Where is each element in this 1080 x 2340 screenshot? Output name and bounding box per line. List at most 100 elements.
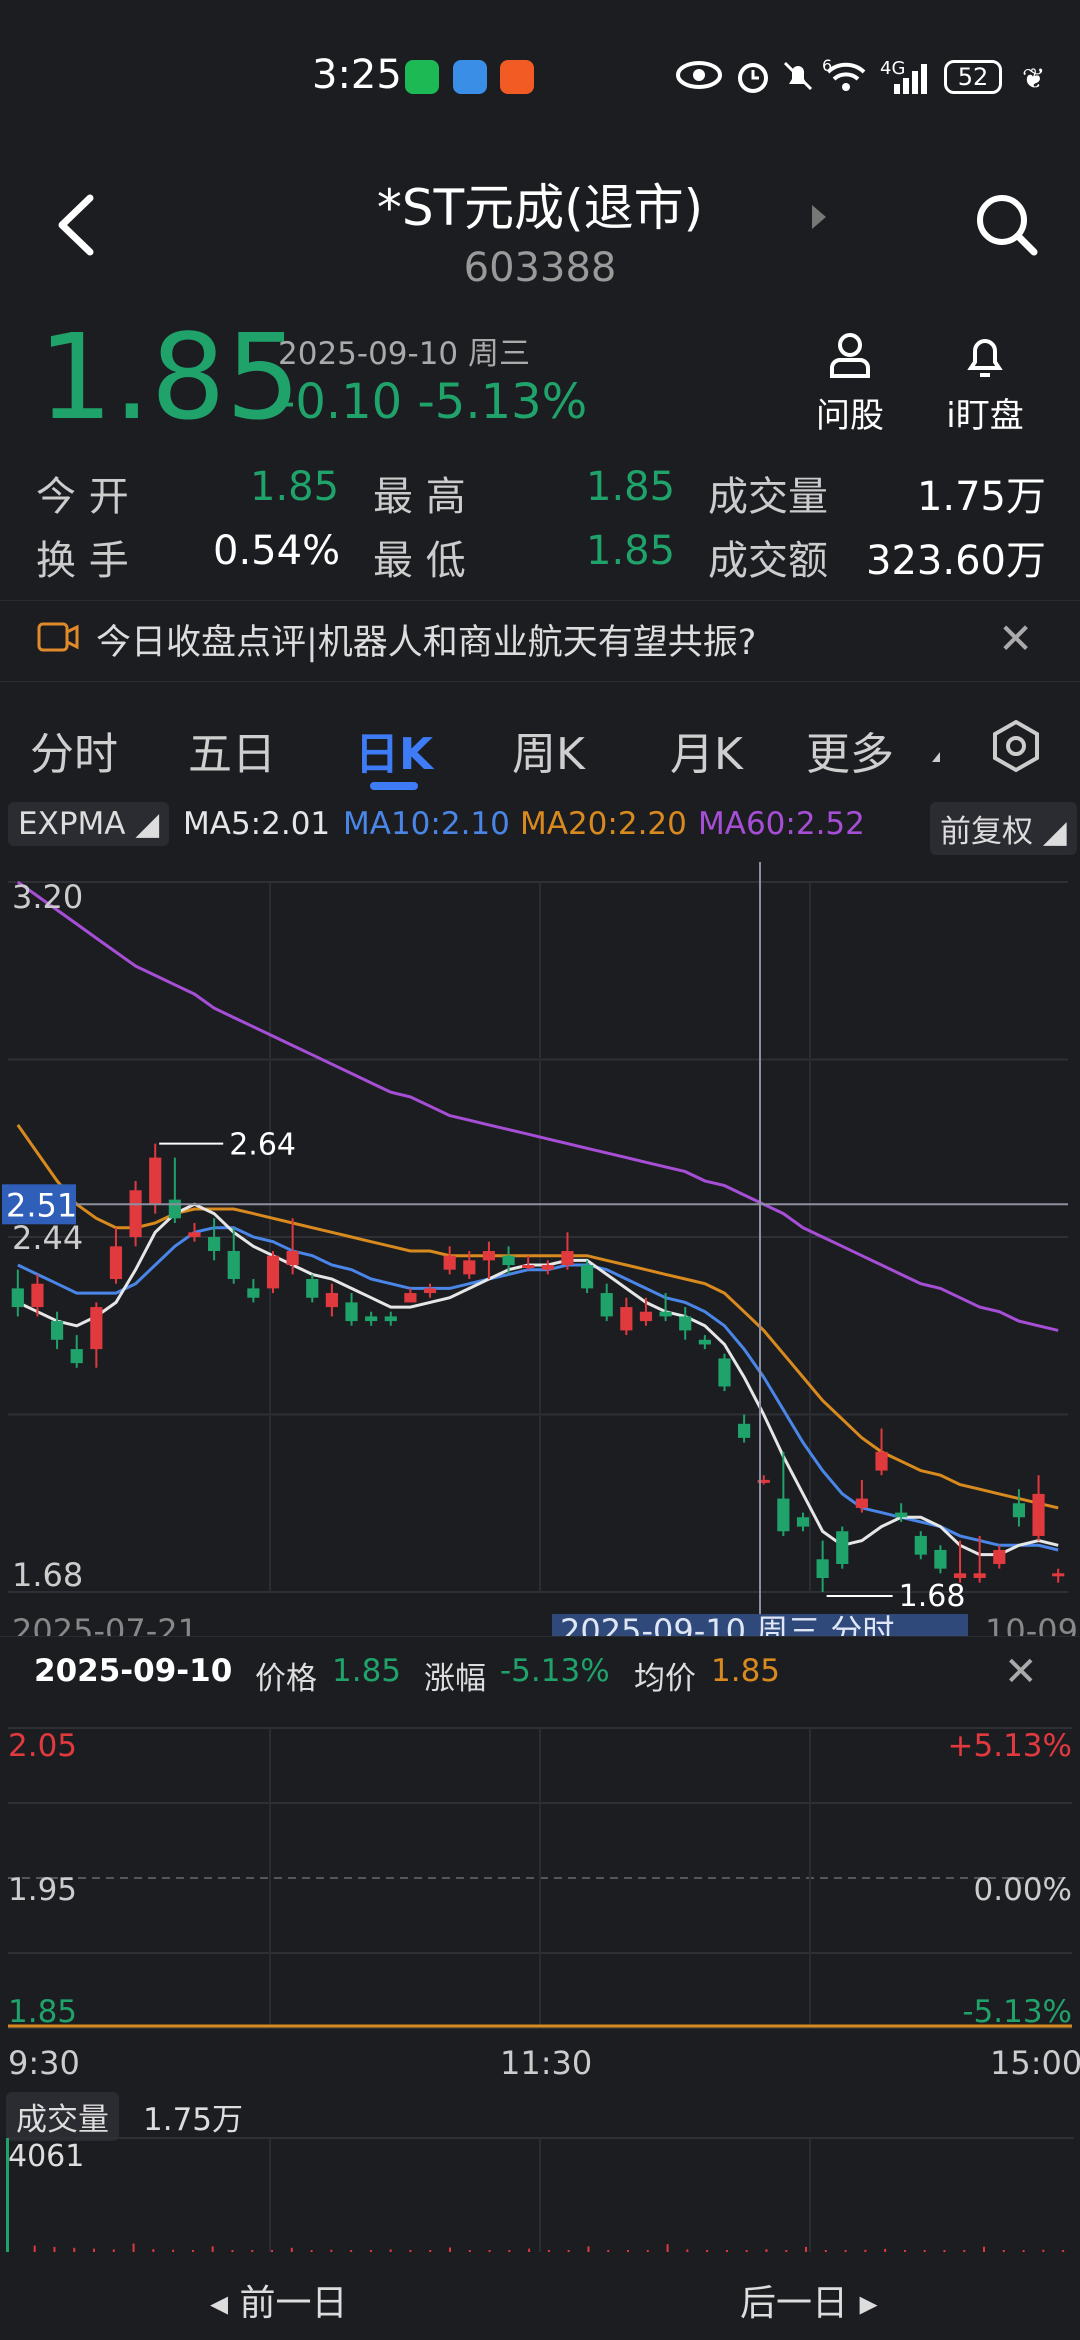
change-amount: -0.10: [278, 374, 403, 430]
ma5-line: [17, 1202, 1059, 1557]
turnover-value: 0.54%: [213, 528, 341, 574]
indicator-selector[interactable]: EXPMA ◢: [8, 802, 170, 846]
time-label-close: 15:00: [990, 2044, 1080, 2082]
volume-value: 1.75万: [916, 474, 1046, 520]
tab-intraday[interactable]: 分时: [30, 729, 118, 780]
low-label: 最 低: [373, 538, 466, 584]
volume-bar: [191, 2250, 194, 2252]
volume-bar: [449, 2247, 452, 2252]
candle-body: [266, 1255, 280, 1289]
news-banner[interactable]: [0, 600, 1080, 682]
candle-body: [679, 1316, 692, 1331]
candle-body: [993, 1549, 1006, 1564]
alarm-icon: [738, 63, 768, 93]
candle-body: [620, 1307, 633, 1331]
volume-bar: [785, 2250, 788, 2252]
volume-bar: [864, 2249, 867, 2252]
low-annotation: 1.68: [899, 1579, 966, 1614]
low-value: 1.85: [586, 528, 676, 574]
next-day-button[interactable]: 后一日 ▸: [740, 2283, 878, 2324]
x-label-start: 2025-07-21: [12, 1612, 198, 1636]
x-label-end: 10-09: [985, 1612, 1078, 1636]
volume-bar: [745, 2250, 748, 2252]
volume-bar: [6, 2138, 9, 2252]
volume-bar: [567, 2250, 570, 2252]
candle-body: [796, 1517, 810, 1527]
candle-body: [816, 1559, 829, 1578]
volume-bar: [587, 2246, 590, 2252]
adjust-selector[interactable]: 前复权 ◢: [930, 802, 1077, 855]
search-button[interactable]: [972, 190, 1042, 260]
candle-body: [31, 1283, 44, 1308]
ma10-value: MA10:2.10: [343, 806, 510, 842]
y-right-bottom: -5.13%: [962, 1994, 1072, 2030]
settings-icon[interactable]: [988, 718, 1044, 774]
tab-weekly-k[interactable]: 周K: [512, 729, 585, 780]
candle-body: [855, 1498, 868, 1508]
amount-value: 323.60万: [866, 538, 1046, 584]
close-icon[interactable]: ✕: [998, 614, 1034, 663]
volume-bar: [1002, 2250, 1005, 2252]
candle-body: [718, 1358, 731, 1387]
stats-row-1: 今 开 1.85 最 高 1.85 成交量 1.75万: [36, 464, 1046, 524]
battery-indicator: 52: [944, 60, 1002, 94]
back-button[interactable]: [48, 190, 108, 260]
volume-bar: [152, 2249, 155, 2252]
price-change: -0.10 -5.13%: [278, 374, 587, 430]
volume-bar: [172, 2249, 175, 2252]
intraday-chart[interactable]: 2.05 1.95 1.85 +5.13% 0.00% -5.13%: [0, 1718, 1080, 2078]
volume-bar: [884, 2248, 887, 2252]
news-headline[interactable]: 今日收盘点评|机器人和商业航天有望共振?: [96, 623, 757, 663]
quote-date: 2025-09-10 周三: [278, 336, 531, 372]
stock-title: *ST元成(退市): [376, 179, 704, 237]
candle-body: [875, 1451, 888, 1471]
candle-body: [227, 1251, 240, 1280]
previous-day-button[interactable]: ◂ 前一日: [210, 2283, 348, 2324]
candle-body: [129, 1190, 142, 1237]
browser-icon: [453, 60, 487, 94]
volume-bar: [330, 2249, 333, 2252]
tab-monthly-k[interactable]: 月K: [670, 729, 743, 780]
candle-body: [50, 1321, 64, 1340]
candle-body: [738, 1423, 751, 1438]
tab-five-day[interactable]: 五日: [188, 729, 276, 780]
detail-price: 1.85: [332, 1653, 402, 1689]
y-left-top: 2.05: [8, 1728, 77, 1764]
candle-body: [423, 1288, 437, 1294]
volume-bar: [805, 2246, 808, 2252]
tab-daily-k[interactable]: 日K: [355, 729, 434, 780]
candle-body: [443, 1255, 456, 1270]
crosshair-date-box: [552, 1614, 968, 1636]
volume-bar: [528, 2248, 531, 2252]
volume-bar: [1042, 2249, 1045, 2252]
wifi-badge: 6: [822, 56, 833, 75]
y-left-bottom: 1.85: [8, 1994, 77, 2030]
candle-body: [698, 1339, 711, 1345]
candle-body: [895, 1512, 908, 1518]
high-label: 最 高: [373, 474, 466, 520]
ask-stock-button[interactable]: 问股: [795, 330, 905, 437]
volume-bar: [231, 2250, 234, 2252]
candle-body: [953, 1573, 967, 1578]
volume-bar: [666, 2244, 669, 2252]
candle-body: [541, 1265, 554, 1270]
volume-bar: [211, 2246, 214, 2252]
volume-chip[interactable]: 成交量: [6, 2092, 119, 2141]
amount-label: 成交额: [708, 538, 828, 584]
candlestick-chart[interactable]: 3.20 2.44 1.68 2.51 2.64 1.68 2025-07-21 2025-0…: [0, 856, 1080, 1636]
time-label-open: 9:30: [8, 2044, 80, 2082]
volume-bar: [369, 2250, 372, 2252]
stats-row-2: 换 手 0.54% 最 低 1.85 成交额 323.60万: [36, 528, 1046, 588]
volume-bar: [607, 2250, 610, 2252]
next-stock-arrow-icon[interactable]: [812, 205, 826, 229]
close-detail-icon[interactable]: ✕: [1004, 1649, 1038, 1695]
volume-bar: [508, 2250, 511, 2252]
volume-bar: [409, 2250, 412, 2252]
more-caret-icon: [932, 752, 940, 762]
candle-body: [639, 1311, 653, 1322]
candle-body: [149, 1157, 162, 1205]
volume-bar: [646, 2250, 649, 2252]
watch-button[interactable]: i盯盘: [930, 330, 1040, 437]
tab-more[interactable]: 更多: [806, 729, 894, 780]
volume-bar: [73, 2247, 76, 2252]
